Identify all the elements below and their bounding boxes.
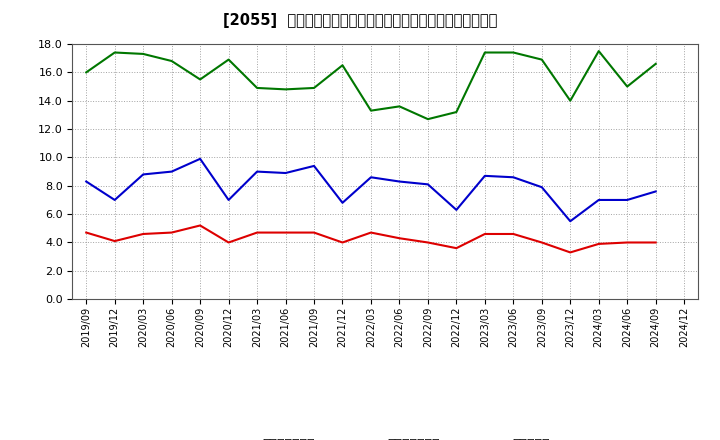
- 買入債務回転率: [480, 173, 489, 179]
- 売上債権回転率: [595, 241, 603, 246]
- 在庫回転率: [509, 50, 518, 55]
- 買入債務回転率: [338, 200, 347, 205]
- 売上債権回転率: [139, 231, 148, 237]
- 買入債務回転率: [509, 175, 518, 180]
- 売上債権回転率: [566, 250, 575, 255]
- 在庫回転率: [110, 50, 119, 55]
- 在庫回転率: [253, 85, 261, 91]
- 買入債務回転率: [139, 172, 148, 177]
- 売上債権回転率: [253, 230, 261, 235]
- 在庫回転率: [595, 48, 603, 54]
- 在庫回転率: [167, 59, 176, 64]
- 売上債権回転率: [480, 231, 489, 237]
- 在庫回転率: [537, 57, 546, 62]
- 売上債権回転率: [225, 240, 233, 245]
- 売上債権回転率: [167, 230, 176, 235]
- 在庫回転率: [338, 62, 347, 68]
- 売上債権回転率: [82, 230, 91, 235]
- 在庫回転率: [366, 108, 375, 113]
- Text: [2055]  売上債権回転率、買入債務回転率、在庫回転率の推移: [2055] 売上債権回転率、買入債務回転率、在庫回転率の推移: [222, 13, 498, 28]
- 買入債務回転率: [366, 175, 375, 180]
- 買入債務回転率: [566, 219, 575, 224]
- 売上債権回転率: [623, 240, 631, 245]
- 買入債務回転率: [110, 197, 119, 202]
- 買入債務回転率: [225, 197, 233, 202]
- 売上債権回転率: [366, 230, 375, 235]
- 在庫回転率: [452, 110, 461, 115]
- 在庫回転率: [225, 57, 233, 62]
- 売上債権回転率: [509, 231, 518, 237]
- 売上債権回転率: [282, 230, 290, 235]
- 売上債権回転率: [110, 238, 119, 244]
- 在庫回転率: [480, 50, 489, 55]
- 買入債務回転率: [82, 179, 91, 184]
- 在庫回転率: [566, 98, 575, 103]
- 買入債務回転率: [282, 170, 290, 176]
- 売上債権回転率: [196, 223, 204, 228]
- 買入債務回転率: [452, 207, 461, 213]
- 売上債権回転率: [423, 240, 432, 245]
- 在庫回転率: [282, 87, 290, 92]
- 在庫回転率: [423, 117, 432, 122]
- 在庫回転率: [652, 61, 660, 66]
- 買入債務回転率: [652, 189, 660, 194]
- 在庫回転率: [82, 70, 91, 75]
- 買入債務回転率: [253, 169, 261, 174]
- 買入債務回転率: [196, 156, 204, 161]
- Line: 在庫回転率: 在庫回転率: [86, 51, 656, 119]
- 在庫回転率: [395, 104, 404, 109]
- 在庫回転率: [310, 85, 318, 91]
- 買入債務回転率: [423, 182, 432, 187]
- 買入債務回転率: [595, 197, 603, 202]
- 買入債務回転率: [167, 169, 176, 174]
- 買入債務回転率: [537, 184, 546, 190]
- 売上債権回転率: [395, 235, 404, 241]
- Line: 売上債権回転率: 売上債権回転率: [86, 225, 656, 253]
- 在庫回転率: [139, 51, 148, 57]
- 売上債権回転率: [452, 246, 461, 251]
- 在庫回転率: [196, 77, 204, 82]
- 買入債務回転率: [310, 163, 318, 169]
- 買入債務回転率: [623, 197, 631, 202]
- 売上債権回転率: [537, 240, 546, 245]
- 在庫回転率: [623, 84, 631, 89]
- 買入債務回転率: [395, 179, 404, 184]
- Legend: 売上債権回転率, 買入債務回転率, 在庫回転率: 売上債権回転率, 買入債務回転率, 在庫回転率: [221, 438, 549, 440]
- 売上債権回転率: [310, 230, 318, 235]
- 売上債権回転率: [338, 240, 347, 245]
- 売上債権回転率: [652, 240, 660, 245]
- Line: 買入債務回転率: 買入債務回転率: [86, 159, 656, 221]
